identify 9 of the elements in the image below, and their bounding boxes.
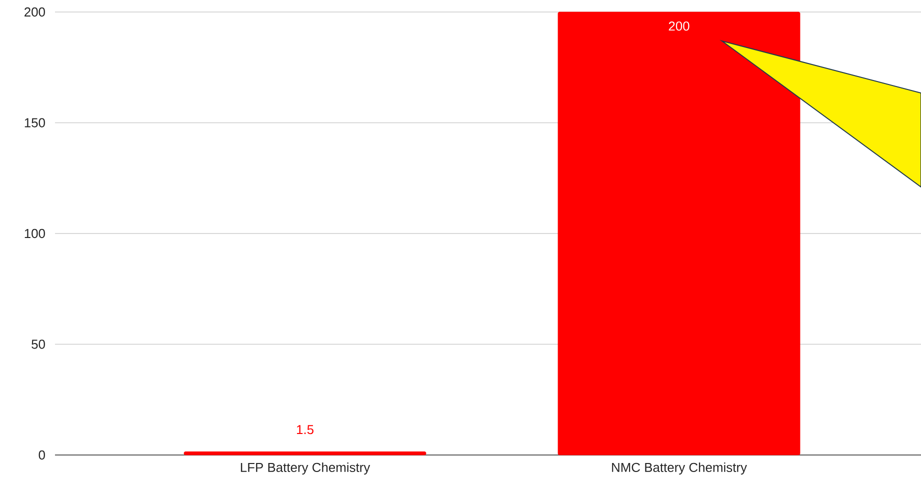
- y-tick-label: 100: [24, 228, 45, 238]
- y-tick-label: 150: [24, 118, 45, 128]
- y-tick-label: 0: [38, 450, 45, 460]
- data-label: 1.5: [296, 425, 314, 434]
- y-tick-label: 50: [32, 340, 45, 349]
- x-tick-label: LFP Battery Chemistry: [240, 462, 370, 475]
- x-tick-label: NMC Battery Chemistry: [612, 462, 747, 475]
- data-label: 200: [668, 22, 690, 31]
- y-tick-label: 200: [24, 7, 45, 17]
